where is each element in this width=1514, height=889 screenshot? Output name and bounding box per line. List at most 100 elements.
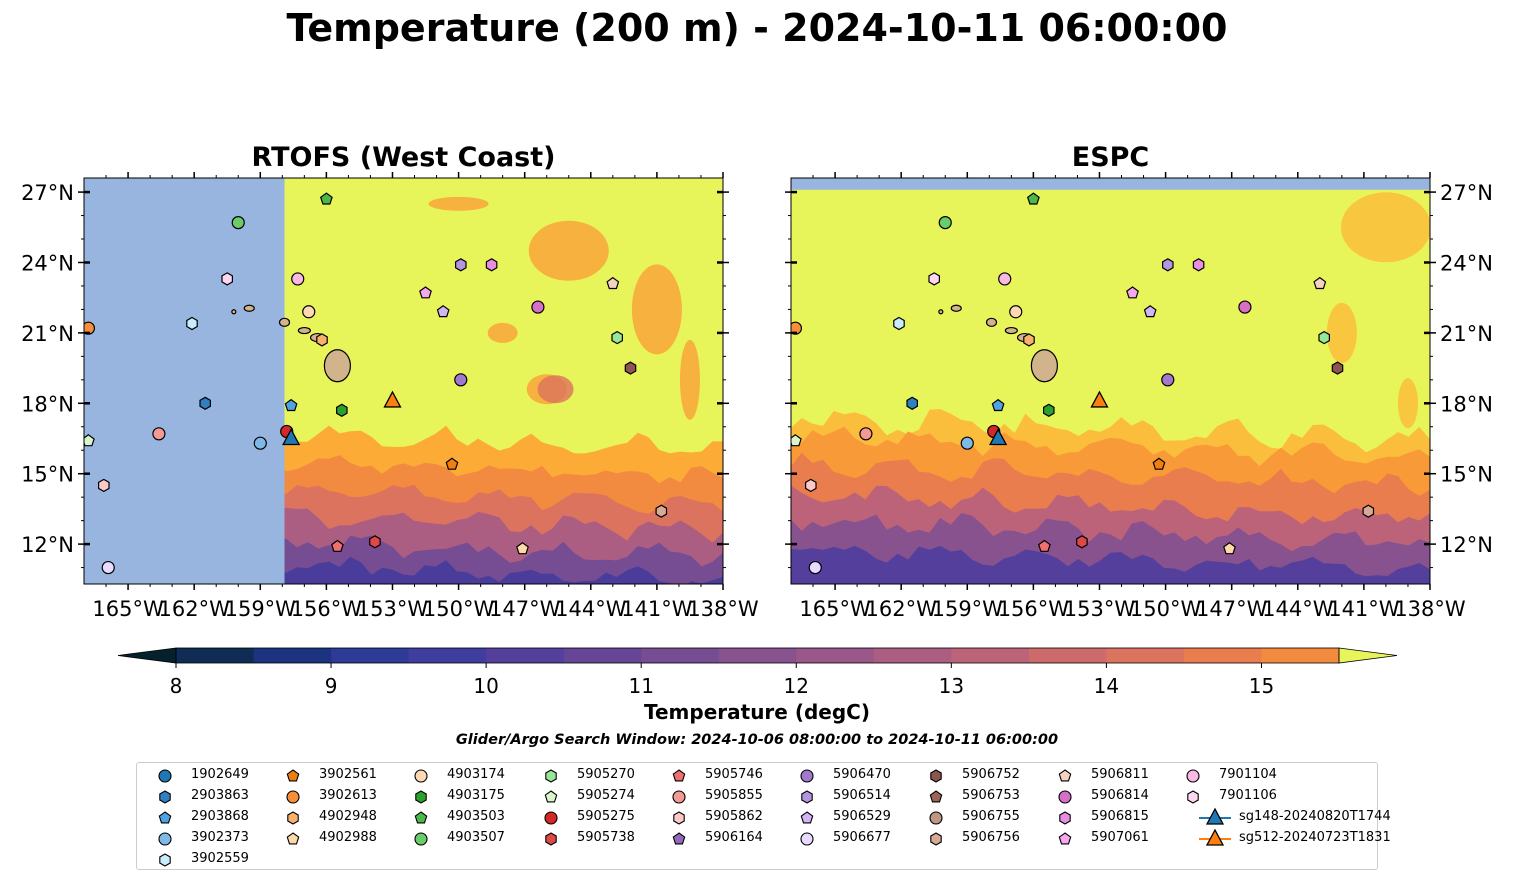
x-tick-label: 138°W xyxy=(687,597,759,621)
colorbar-segment xyxy=(486,648,565,663)
x-tick-label: 165°W xyxy=(799,597,871,621)
island xyxy=(297,326,311,335)
colorbar-tick-label: 12 xyxy=(784,674,809,698)
legend-float-marker xyxy=(800,811,814,824)
legend-label: 5905862 xyxy=(705,809,763,824)
y-tick-label: 18°N xyxy=(21,392,74,416)
temperature-patch xyxy=(428,196,489,211)
legend-float-marker xyxy=(159,790,171,804)
espc-map xyxy=(791,178,1430,584)
legend-float-marker xyxy=(159,853,171,867)
colorbar-frame xyxy=(175,647,1340,664)
float-marker-5906756 xyxy=(1362,504,1375,518)
legend-marker xyxy=(1058,769,1072,782)
float-marker-5905274 xyxy=(84,434,95,447)
legend-label: 5905274 xyxy=(577,788,635,803)
x-tick-label: 162°W xyxy=(158,597,230,621)
float-marker-5906677 xyxy=(101,560,115,575)
float-marker-5906814 xyxy=(531,300,545,314)
legend-marker xyxy=(929,811,943,825)
glider-marker-sg512-20240723T1831 xyxy=(1090,390,1109,408)
legend-marker xyxy=(545,832,557,846)
float-marker-5905746 xyxy=(330,539,344,552)
temperature-patch xyxy=(487,322,518,343)
x-tick-label: 150°W xyxy=(423,597,495,621)
panel-title-rtofs: RTOFS (West Coast) xyxy=(251,142,556,173)
float-marker-4903174 xyxy=(1009,305,1023,319)
colorbar-segment xyxy=(1106,648,1185,663)
legend-label: 3902373 xyxy=(191,830,249,845)
colorbar-segment xyxy=(718,648,797,663)
y-tick-label: 15°N xyxy=(21,463,74,487)
legend-float-marker xyxy=(158,811,172,824)
temperature-patch xyxy=(1340,192,1430,263)
legend-label: 5906164 xyxy=(705,830,763,845)
colorbar-segment xyxy=(331,648,410,663)
legend-marker xyxy=(673,811,685,825)
x-tick-label: 159°W xyxy=(932,597,1004,621)
float-marker-3902559 xyxy=(186,316,198,331)
float-marker-3902613 xyxy=(791,321,803,335)
float-marker-7901106 xyxy=(221,272,233,286)
y-tick-label: 24°N xyxy=(1440,251,1493,275)
legend-float-marker xyxy=(672,769,686,782)
legend-label: 5906677 xyxy=(833,830,891,845)
float-marker-5905270 xyxy=(1318,330,1331,345)
float-marker-5906811 xyxy=(1313,276,1327,290)
legend-float-marker xyxy=(930,832,942,846)
x-tick-label: 153°W xyxy=(1064,597,1136,621)
legend-label: 5906514 xyxy=(833,788,891,803)
figure-title: Temperature (200 m) - 2024-10-11 06:00:0… xyxy=(286,6,1228,50)
legend-float-marker xyxy=(1059,811,1071,825)
float-marker-5906470 xyxy=(454,373,468,387)
legend-label: 4903175 xyxy=(447,788,505,803)
legend-marker xyxy=(1187,790,1199,804)
legend-marker xyxy=(672,790,686,804)
island xyxy=(231,309,237,315)
legend-label: 5906755 xyxy=(962,809,1020,824)
legend-marker xyxy=(414,832,428,846)
legend-marker xyxy=(159,853,171,867)
glider-marker-sg512-20240723T1831 xyxy=(383,390,402,408)
float-marker-3902561 xyxy=(1152,457,1166,470)
float-marker-5906752 xyxy=(624,361,637,375)
float-marker-4903503 xyxy=(1026,192,1040,205)
legend-float-marker xyxy=(801,790,813,804)
legend-marker xyxy=(158,769,172,783)
glider-marker-sg148-20240820T1744 xyxy=(282,428,301,446)
float-marker-4903507 xyxy=(231,215,245,230)
island xyxy=(323,349,351,383)
colorbar-tick-label: 9 xyxy=(325,674,338,698)
legend-label: 5906753 xyxy=(962,788,1020,803)
legend-marker xyxy=(672,832,686,845)
y-tick-label: 21°N xyxy=(1440,322,1493,346)
y-tick-label: 21°N xyxy=(21,322,74,346)
colorbar-segment xyxy=(176,648,255,663)
float-marker-5905862 xyxy=(97,478,110,493)
y-tick-label: 27°N xyxy=(1440,181,1493,205)
legend-float-marker xyxy=(800,769,814,783)
colorbar-label: Temperature (degC) xyxy=(644,700,870,724)
legend-float-marker xyxy=(929,811,943,825)
y-tick-label: 12°N xyxy=(21,533,74,557)
legend-float-marker xyxy=(1058,832,1072,845)
float-marker-2903868 xyxy=(991,398,1005,412)
legend-label: 5906752 xyxy=(962,767,1020,782)
float-marker-3902613 xyxy=(84,321,96,335)
colorbar-segment xyxy=(253,648,332,663)
legend-label: 7901106 xyxy=(1219,788,1277,803)
legend-label: 4902988 xyxy=(319,830,377,845)
rtofs-map xyxy=(84,178,723,584)
legend-float-marker xyxy=(414,811,428,824)
legend-label: 4903503 xyxy=(447,809,505,824)
float-marker-5906756 xyxy=(655,504,668,518)
legend-marker xyxy=(158,811,172,824)
legend-marker xyxy=(800,832,814,846)
float-marker-2903868 xyxy=(284,398,298,412)
float-marker-5905738 xyxy=(369,535,381,549)
legend-marker xyxy=(287,811,299,825)
float-marker-5907061 xyxy=(419,286,432,299)
float-marker-4903175 xyxy=(336,403,348,417)
legend-glider-triangle xyxy=(1205,828,1225,846)
legend-marker xyxy=(414,811,428,824)
